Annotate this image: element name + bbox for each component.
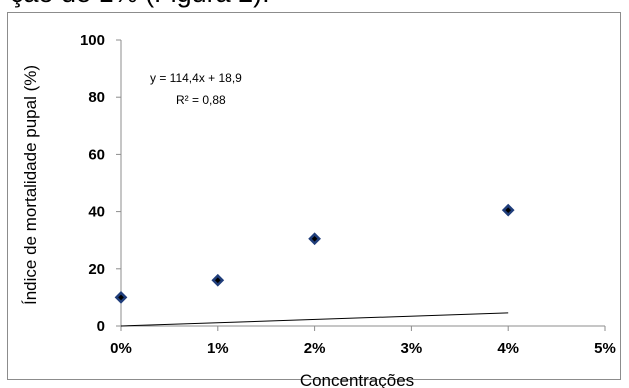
y-tick-label: 100 [80,32,105,49]
trendline [120,312,509,327]
y-tick-label: 0 [97,318,105,335]
data-point [211,273,225,287]
data-point [114,291,128,304]
r-squared-label: R² = 0,88 [176,93,226,107]
x-tick-label: 3% [401,340,423,357]
data-point [308,232,321,246]
y-tick-label: 60 [88,146,105,163]
y-tick-label: 80 [88,89,105,106]
x-tick-label: 2% [304,340,326,357]
y-tick-label: 20 [88,261,105,278]
body-text-fragment: ção de 1% (Figura 2). [10,0,270,9]
data-point [501,203,515,217]
y-tick-label: 40 [88,204,105,221]
x-tick-label: 4% [497,340,519,357]
x-tick-label: 5% [594,340,616,357]
x-tick-label: 0% [110,340,132,357]
x-axis-title: Concentrações [300,371,414,388]
trendline-equation: y = 114,4x + 18,9 [150,71,242,85]
y-axis-title: Índice de mortalidade pupal (%) [21,65,40,305]
x-tick-label: 1% [207,340,229,357]
chart-frame [7,12,621,380]
